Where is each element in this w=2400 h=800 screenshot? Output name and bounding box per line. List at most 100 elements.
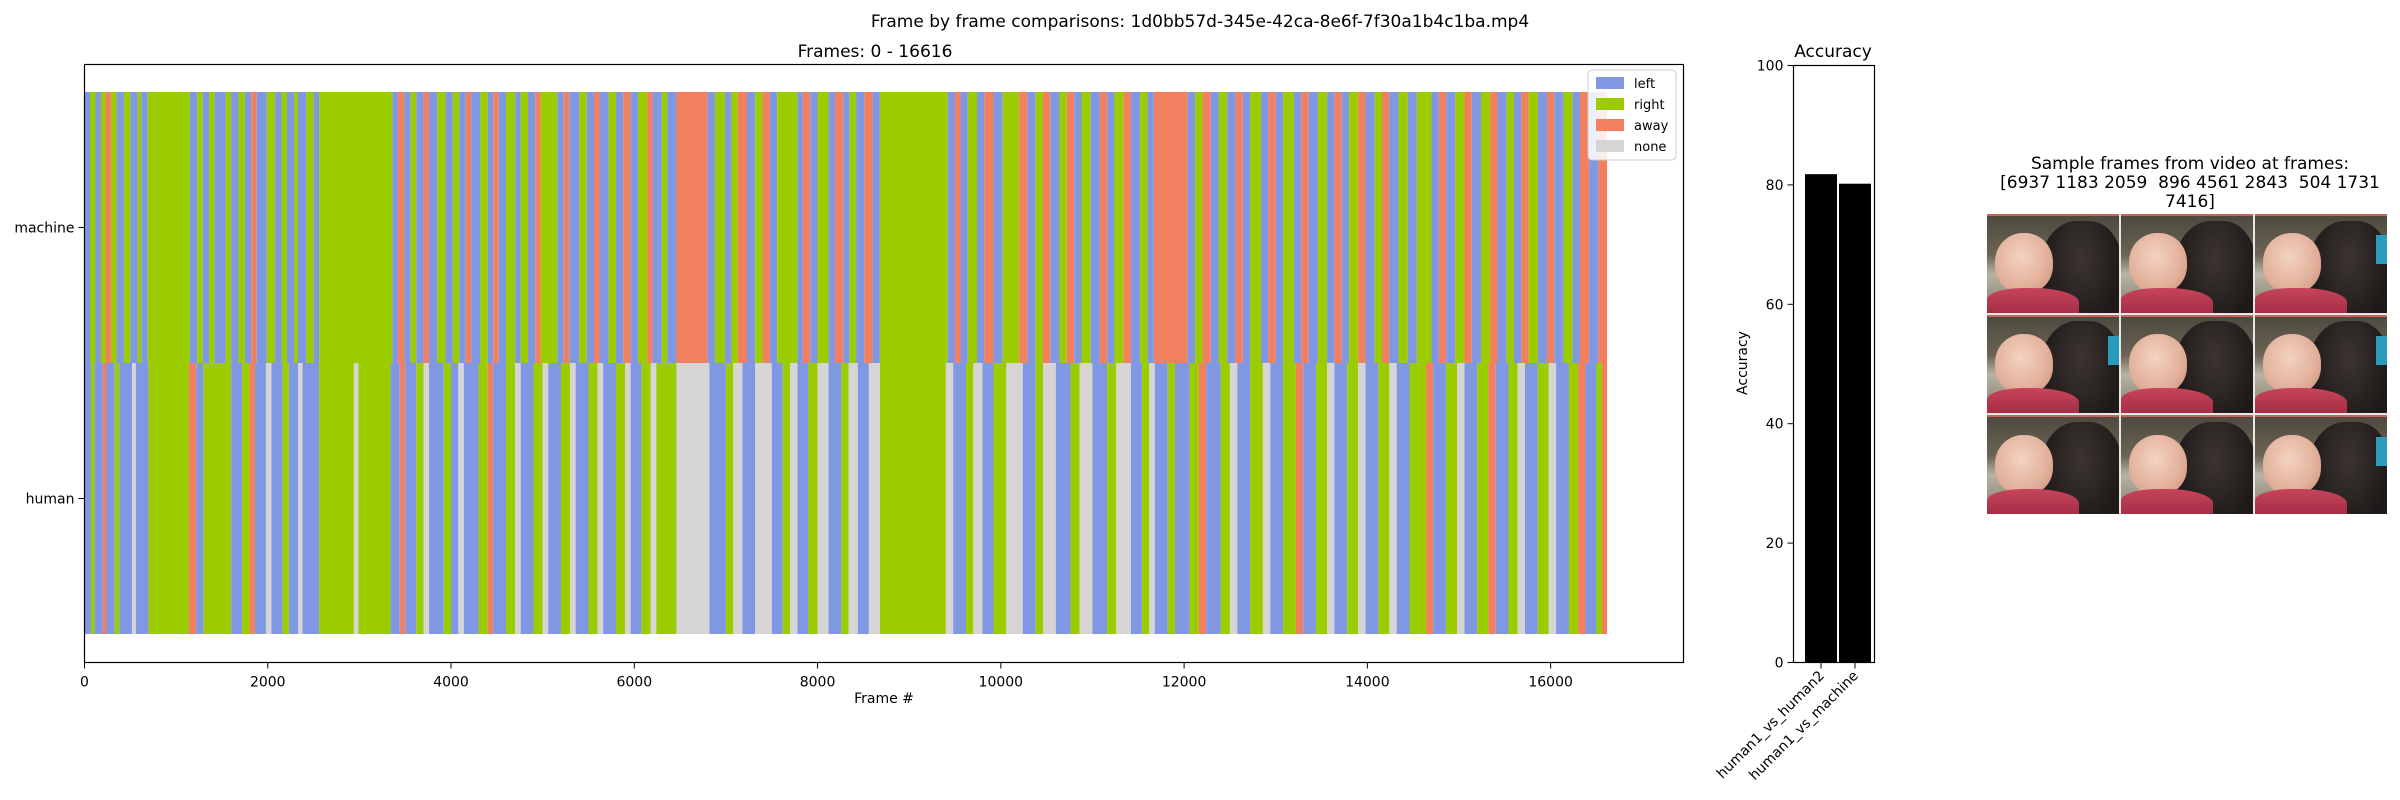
machine-segment: [225, 92, 232, 363]
machine-segment: [238, 92, 245, 363]
human-segment: [709, 363, 726, 634]
accuracy-chart: Accuracy 0 20 40 60 80 100 human1_vs_human2hu…: [1714, 42, 1876, 784]
timeline-y-ticks: machine human: [14, 221, 85, 508]
accuracy-y-tick-label: 0: [1775, 656, 1784, 672]
human-segment: [1389, 363, 1397, 634]
sample-frame-image: [2121, 314, 2253, 414]
sample-frame-image: [2255, 415, 2387, 514]
machine-segment: [1349, 92, 1359, 363]
machine-segment: [319, 92, 393, 363]
machine-segment: [1327, 92, 1335, 363]
human-segment: [463, 363, 479, 634]
machine-segment: [947, 92, 956, 363]
machine-segment: [214, 92, 226, 363]
machine-segment: [817, 92, 829, 363]
legend-swatch: [1596, 140, 1624, 152]
human-segment: [630, 363, 642, 634]
machine-segment: [810, 92, 818, 363]
human-segment: [808, 363, 818, 634]
human-segment: [1464, 363, 1478, 634]
machine-segment: [89, 92, 96, 363]
human-segment: [625, 363, 631, 634]
human-segment: [771, 363, 783, 634]
human-segment: [615, 363, 626, 634]
human-segment: [94, 363, 103, 634]
human-segment: [90, 363, 95, 634]
human-segment: [597, 363, 604, 634]
machine-segment: [251, 92, 257, 363]
machine-segment: [1374, 92, 1383, 363]
human-segment: [114, 363, 120, 634]
machine-segment: [1497, 92, 1507, 363]
machine-segment: [123, 92, 131, 363]
human-segment: [1262, 363, 1271, 634]
machine-segment: [294, 92, 299, 363]
sample-frame-image: [2255, 314, 2387, 414]
human-segment: [1189, 363, 1199, 634]
human-segment: [302, 363, 320, 634]
accuracy-y-tick-label: 80: [1766, 178, 1784, 194]
machine-segment: [202, 92, 210, 363]
machine-segment: [864, 92, 873, 363]
human-segment: [1596, 363, 1602, 634]
human-segment: [451, 363, 459, 634]
machine-segment: [306, 92, 314, 363]
machine-segment: [1242, 92, 1251, 363]
human-segment: [188, 363, 197, 634]
sample-frames-title: Sample frames from video at frames: [693…: [1980, 155, 2400, 212]
y-tick-label: human: [26, 492, 75, 508]
machine-segment: [797, 92, 803, 363]
human-segment: [1524, 363, 1538, 634]
machine-segment: [1130, 92, 1141, 363]
machine-segment: [960, 92, 968, 363]
machine-segment: [828, 92, 835, 363]
human-segment: [271, 363, 283, 634]
human-segment: [1396, 363, 1410, 634]
human-segment: [1022, 363, 1036, 634]
machine-segment: [1114, 92, 1124, 363]
machine-segment: [480, 92, 488, 363]
sample-frame-image: [2121, 214, 2253, 313]
machine-segment: [404, 92, 411, 363]
machine-segment: [608, 92, 616, 363]
human-segment: [1433, 363, 1447, 634]
human-segment: [515, 363, 521, 634]
human-segment: [1316, 363, 1328, 634]
machine-segment: [105, 92, 112, 363]
machine-segment: [1107, 92, 1115, 363]
machine-segment: [1002, 92, 1020, 363]
machine-segment: [506, 92, 516, 363]
accuracy-bar: [1839, 183, 1871, 663]
human-segment: [249, 363, 255, 634]
machine-segment: [955, 92, 961, 363]
human-segment: [1601, 363, 1608, 634]
machine-segment: [1446, 92, 1456, 363]
human-segment: [953, 363, 967, 634]
machine-segment: [540, 92, 558, 363]
machine-segment: [231, 92, 239, 363]
machine-segment: [849, 92, 857, 363]
human-segment: [242, 363, 250, 634]
human-segment: [1283, 363, 1296, 634]
machine-segment: [111, 92, 117, 363]
machine-segment: [410, 92, 417, 363]
accuracy-bars: [1805, 174, 1871, 663]
human-segment: [1537, 363, 1549, 634]
machine-segment: [579, 92, 587, 363]
accuracy-bar: [1805, 174, 1837, 663]
machine-segment: [1081, 92, 1091, 363]
human-segment: [945, 363, 954, 634]
human-segment: [966, 363, 974, 634]
human-segment: [993, 363, 1007, 634]
human-segment: [254, 363, 266, 634]
human-segment: [298, 363, 303, 634]
machine-segment: [755, 92, 763, 363]
human-segment: [1174, 363, 1190, 634]
human-segment: [203, 363, 232, 634]
human-segment: [1303, 363, 1317, 634]
human-segment: [1206, 363, 1221, 634]
human-segment: [1295, 363, 1304, 634]
machine-segment: [1099, 92, 1108, 363]
machine-segment: [141, 92, 148, 363]
